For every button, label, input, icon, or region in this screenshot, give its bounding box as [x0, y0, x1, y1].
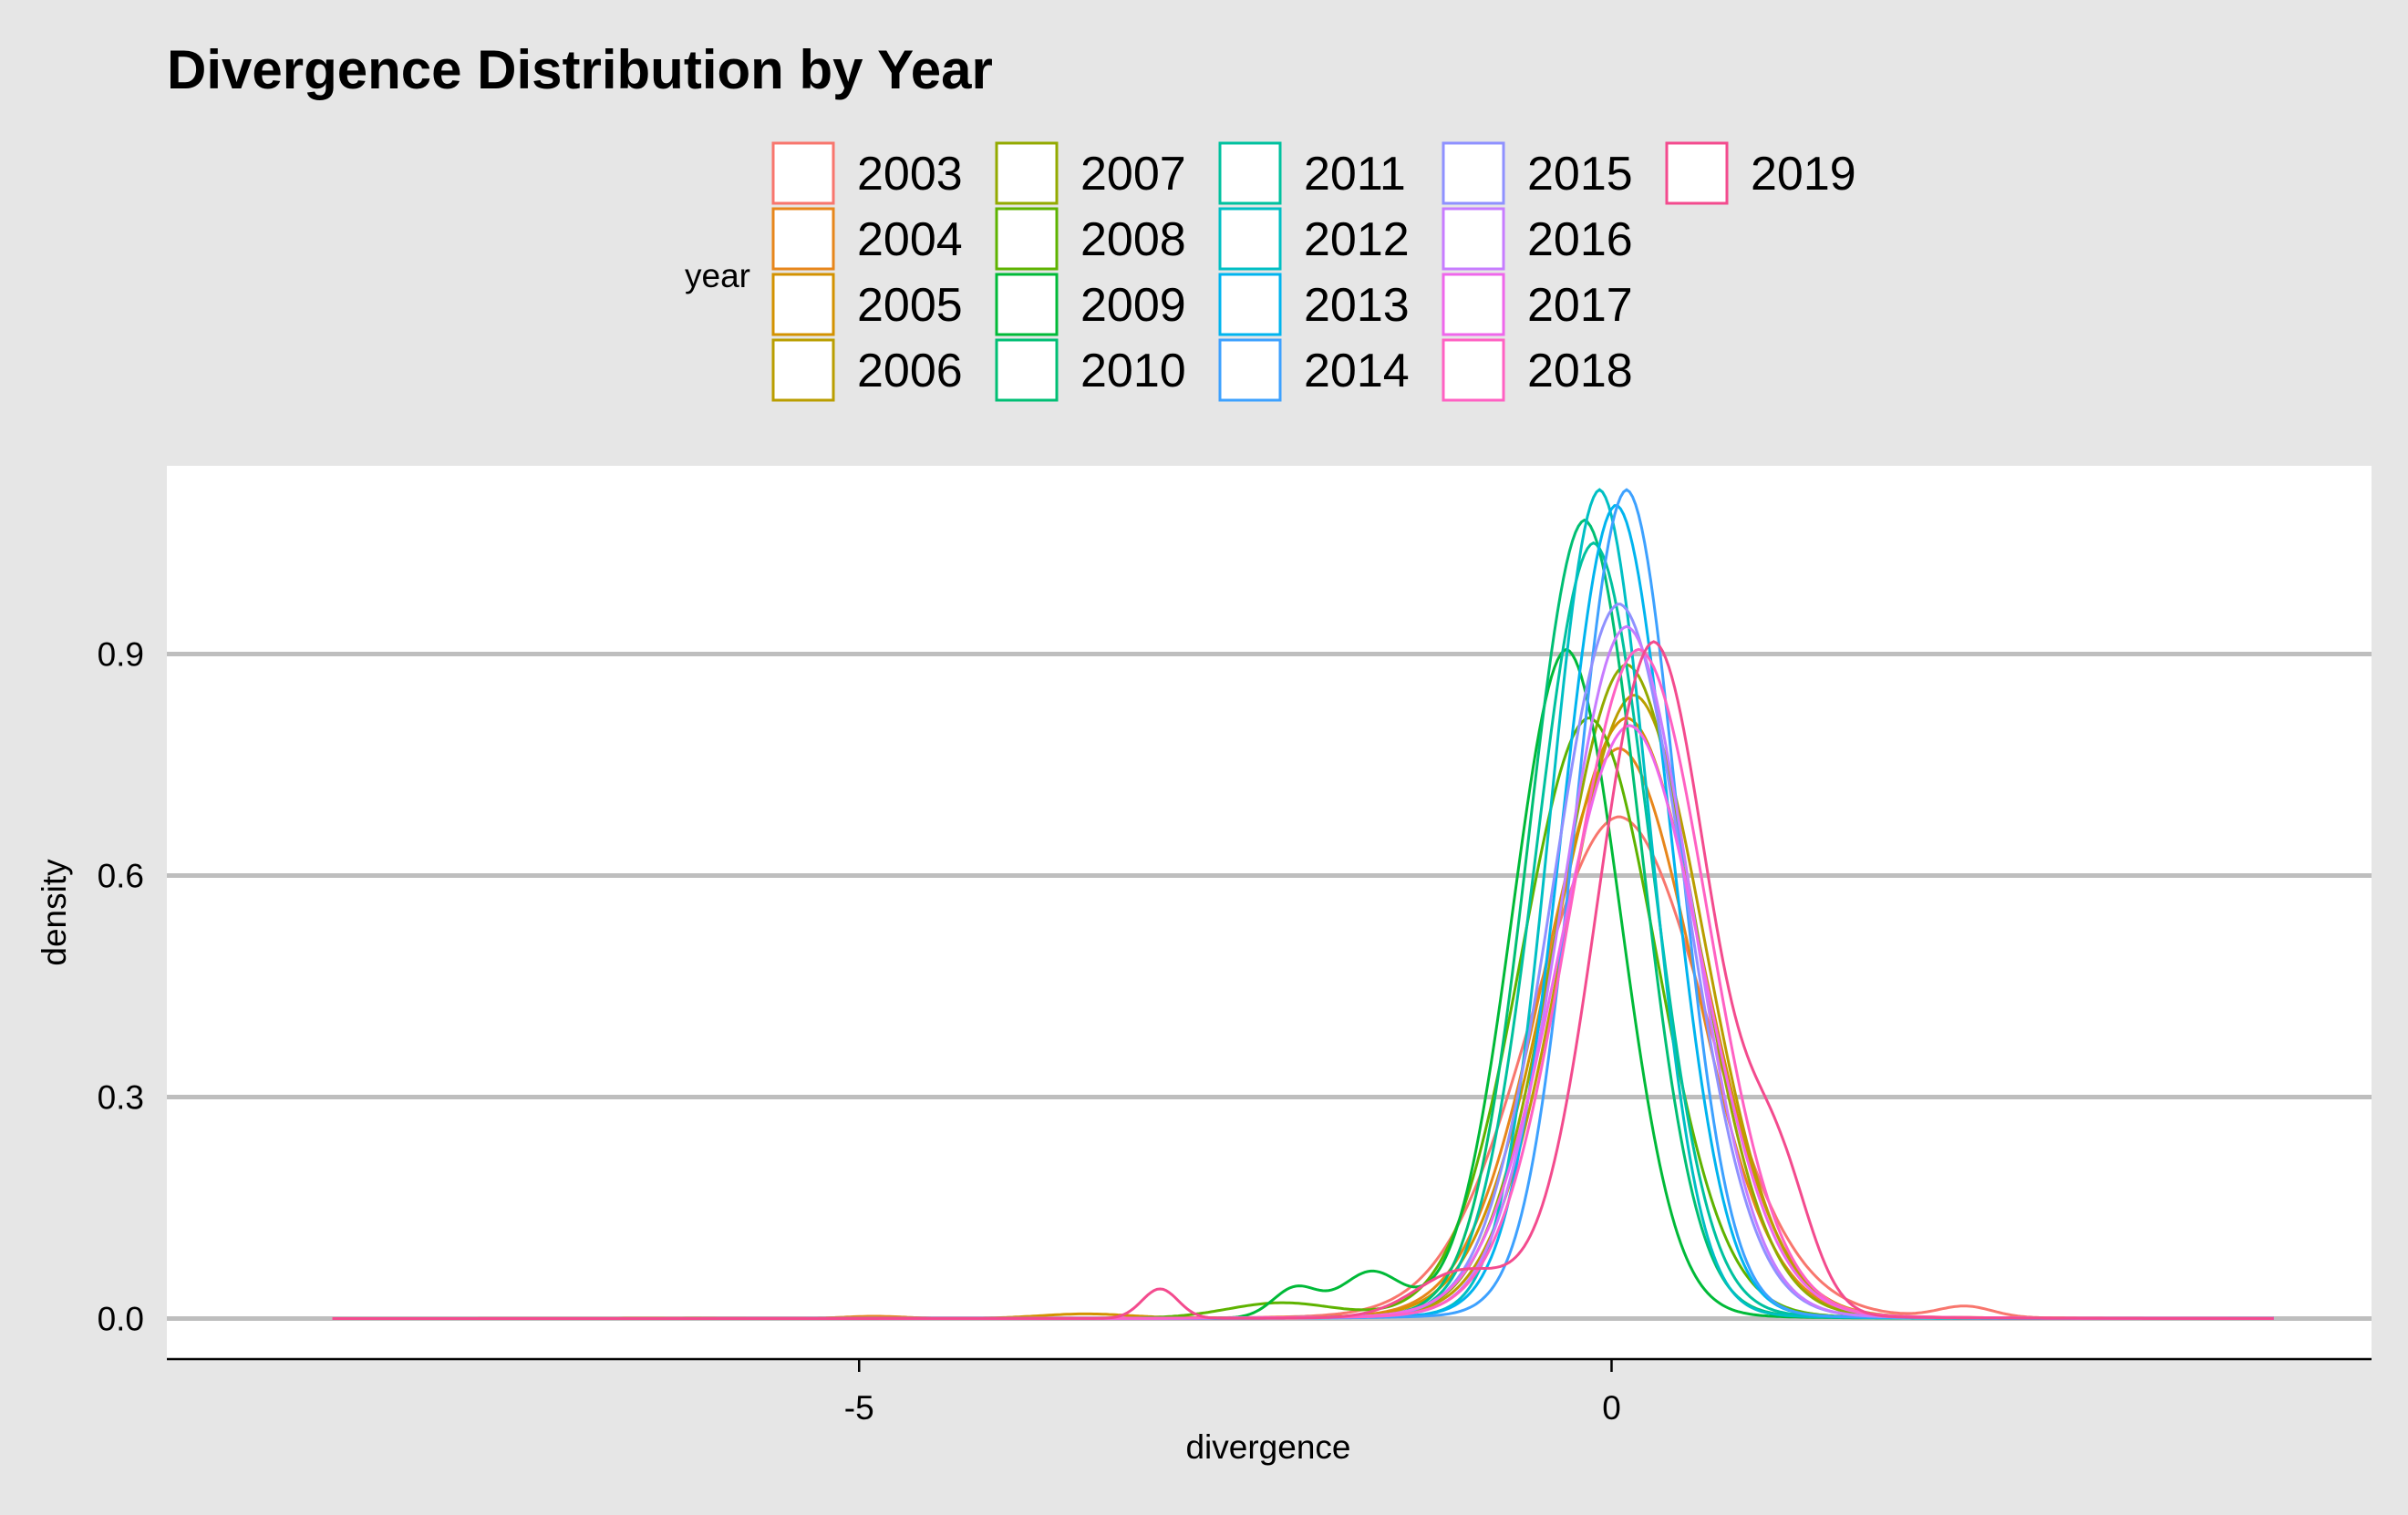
- legend-key: [1665, 141, 1729, 205]
- legend-item: 2008: [995, 207, 1186, 271]
- legend-item: 2003: [771, 141, 963, 205]
- legend-key: [995, 207, 1059, 271]
- legend-item: 2011: [1218, 141, 1406, 205]
- legend-key: [771, 338, 835, 402]
- y-tick-label: 0.0: [98, 1300, 144, 1337]
- legend-key: [1442, 207, 1505, 271]
- x-axis-title: divergence: [1185, 1428, 1350, 1466]
- y-tick-label: 0.3: [98, 1078, 144, 1116]
- legend-item: 2012: [1218, 207, 1410, 271]
- legend-key: [1218, 207, 1282, 271]
- legend-item: 2017: [1442, 273, 1633, 336]
- legend-label: 2010: [1080, 345, 1186, 397]
- legend-key: [771, 207, 835, 271]
- series-line-2019: [332, 640, 2274, 1320]
- legend-item: 2005: [771, 273, 963, 336]
- legend-key: [995, 141, 1059, 205]
- legend-label: 2011: [1304, 148, 1406, 201]
- x-tick-label: 0: [1602, 1389, 1621, 1427]
- legend-key: [1218, 273, 1282, 336]
- legend-label: 2017: [1527, 279, 1633, 332]
- legend-key: [1442, 338, 1505, 402]
- y-tick-label: 0.9: [98, 636, 144, 674]
- y-ticks: 0.0 0.3 0.6 0.9: [98, 636, 144, 1338]
- legend-label: 2009: [1080, 279, 1186, 332]
- legend-label: 2019: [1751, 148, 1856, 201]
- legend-label: 2016: [1527, 213, 1633, 266]
- legend-label: 2015: [1527, 148, 1633, 201]
- plot-panel: [167, 466, 2372, 1359]
- legend-item: 2014: [1218, 338, 1410, 402]
- chart-title: Divergence Distribution by Year: [167, 39, 993, 100]
- legend-item: 2013: [1218, 273, 1410, 336]
- legend-key: [995, 273, 1059, 336]
- legend-item: 2019: [1665, 141, 1856, 205]
- legend-key: [1218, 338, 1282, 402]
- legend-item: 2009: [995, 273, 1186, 336]
- legend-title: year: [685, 257, 750, 294]
- legend-key: [1442, 273, 1505, 336]
- legend-label: 2012: [1304, 213, 1410, 266]
- legend-label: 2007: [1080, 148, 1186, 201]
- legend-key: [1218, 141, 1282, 205]
- series-lines: [332, 488, 2274, 1320]
- legend-item: 2007: [995, 141, 1186, 205]
- y-axis-title: density: [36, 859, 73, 966]
- legend-key: [1442, 141, 1505, 205]
- legend-item: 2016: [1442, 207, 1633, 271]
- legend-label: 2018: [1527, 345, 1633, 397]
- legend-label: 2005: [857, 279, 963, 332]
- legend-item: 2018: [1442, 338, 1633, 402]
- legend-key: [771, 273, 835, 336]
- y-tick-label: 0.6: [98, 858, 144, 895]
- legend-item: 2004: [771, 207, 963, 271]
- x-ticks: -5 0: [844, 1359, 1621, 1427]
- legend-item: 2015: [1442, 141, 1633, 205]
- legend-label: 2008: [1080, 213, 1186, 266]
- legend-item: 2010: [995, 338, 1186, 402]
- x-tick-label: -5: [844, 1389, 874, 1427]
- legend-label: 2014: [1304, 345, 1410, 397]
- legend-label: 2004: [857, 213, 963, 266]
- legend-item: 2006: [771, 338, 963, 402]
- legend-label: 2006: [857, 345, 963, 397]
- legend: year 2003 2004 2005 2006 2007 2008 2009 2010 201…: [685, 141, 1856, 402]
- legend-label: 2013: [1304, 279, 1410, 332]
- legend-key: [995, 338, 1059, 402]
- legend-key: [771, 141, 835, 205]
- legend-label: 2003: [857, 148, 963, 201]
